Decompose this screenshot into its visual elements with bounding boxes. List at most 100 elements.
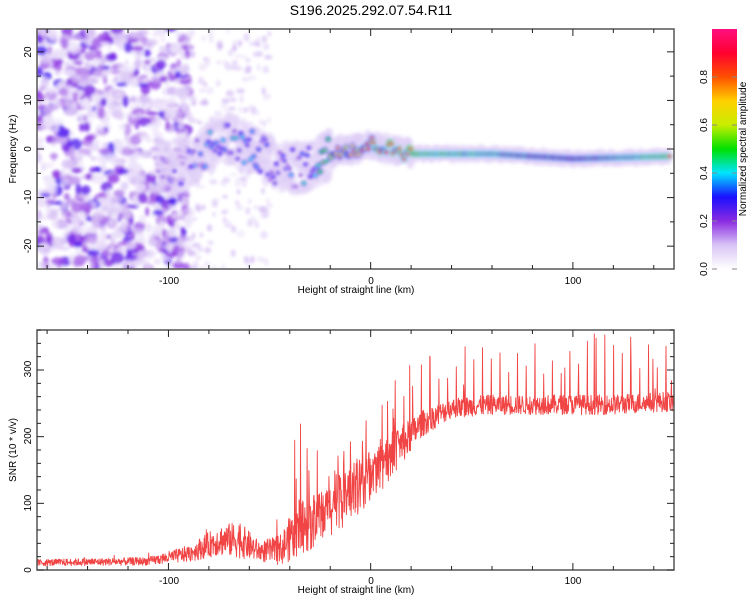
ridge-core <box>667 154 672 158</box>
ridge-core <box>198 152 203 156</box>
noise-blob <box>124 59 129 66</box>
noise-blob <box>84 52 96 61</box>
ridge-core <box>269 170 274 174</box>
noise-blob <box>159 45 165 54</box>
ridge-core <box>242 160 247 165</box>
noise-blob <box>91 92 102 103</box>
colorbar-label: Normalized spectral amplitude <box>738 81 749 216</box>
ridge-core <box>289 173 293 177</box>
noise-blob <box>140 259 150 266</box>
noise-blob <box>85 135 95 142</box>
noise-blob <box>243 32 250 42</box>
noise-blob <box>151 98 165 104</box>
noise-blob <box>191 242 201 249</box>
noise-blob <box>162 208 168 214</box>
noise-blob <box>155 195 165 204</box>
noise-blob <box>247 122 253 126</box>
noise-blob <box>226 29 230 34</box>
noise-blob <box>61 159 76 169</box>
noise-blob <box>81 185 91 195</box>
spectrogram-ticks <box>37 29 674 269</box>
ridge-core <box>256 147 261 151</box>
noise-blob <box>204 261 210 266</box>
noise-blob <box>130 114 138 119</box>
ridge-core <box>274 162 279 166</box>
noise-blob <box>182 262 191 269</box>
noise-blob <box>206 246 210 255</box>
noise-blob <box>145 172 157 184</box>
ridge-core <box>350 144 355 148</box>
noise-blob <box>67 85 74 98</box>
noise-blob <box>42 119 56 127</box>
noise-blob <box>69 253 74 265</box>
noise-blob <box>71 202 84 213</box>
ridge-core <box>287 166 292 171</box>
noise-blob <box>236 88 245 94</box>
colorbar-tick-label: 0.0 <box>699 262 710 276</box>
noise-blob <box>159 75 168 83</box>
noise-blob <box>48 263 56 269</box>
noise-blob <box>45 87 57 94</box>
noise-blob <box>264 93 272 100</box>
ridge-core <box>258 169 263 174</box>
noise-blob <box>223 209 229 213</box>
noise-blob <box>179 208 187 213</box>
colorbar-tick-label: 0.8 <box>699 70 710 84</box>
noise-blob <box>185 236 194 242</box>
noise-blob <box>236 188 241 195</box>
ridge-core <box>306 146 311 150</box>
ridge-core <box>402 157 407 161</box>
noise-blob <box>61 168 66 177</box>
noise-blob <box>99 41 111 46</box>
noise-blob <box>145 206 150 217</box>
noise-blob <box>115 226 128 233</box>
noise-blob <box>66 233 76 244</box>
noise-blob <box>159 220 164 231</box>
noise-blob <box>248 216 257 223</box>
colorbar-tick-label: 0.6 <box>699 118 710 132</box>
noise-blob <box>263 65 268 71</box>
ridge-halo <box>264 152 273 163</box>
noise-blob <box>80 201 93 214</box>
ridge-core <box>305 153 310 157</box>
noise-blob <box>162 87 168 97</box>
noise-blob <box>99 231 108 243</box>
noise-blob <box>180 226 186 233</box>
noise-blob <box>140 149 147 159</box>
noise-blob <box>91 37 104 49</box>
noise-blob <box>133 183 147 192</box>
noise-blob <box>143 49 151 58</box>
noise-blob <box>104 110 110 122</box>
noise-blob <box>157 131 163 141</box>
noise-blob <box>263 43 270 50</box>
noise-blob <box>116 32 128 45</box>
noise-blob <box>37 151 41 163</box>
ridge-core <box>268 178 272 182</box>
noise-blob <box>137 117 151 127</box>
x-tick-label: -100 <box>159 576 179 587</box>
noise-blob <box>238 106 244 113</box>
noise-blob <box>227 106 236 111</box>
noise-blob <box>120 181 129 191</box>
noise-blob <box>261 35 267 43</box>
ridge-halo <box>175 184 184 195</box>
noise-blob <box>71 102 78 110</box>
noise-blob <box>222 195 228 199</box>
noise-blob <box>146 123 159 129</box>
snr-series <box>37 333 674 567</box>
ridge-core <box>298 173 303 177</box>
noise-blob <box>55 218 69 229</box>
noise-blob <box>267 116 272 124</box>
noise-blob <box>40 162 55 168</box>
noise-blob <box>109 208 123 213</box>
noise-blob <box>40 42 53 47</box>
noise-blob <box>51 219 59 229</box>
noise-blob <box>100 97 108 107</box>
noise-blob <box>261 187 265 195</box>
noise-blob <box>191 100 197 106</box>
noise-blob <box>128 156 138 167</box>
ridge-core <box>156 169 161 173</box>
noise-blob <box>197 246 204 252</box>
noise-blob <box>123 41 133 53</box>
noise-blob <box>258 258 266 262</box>
